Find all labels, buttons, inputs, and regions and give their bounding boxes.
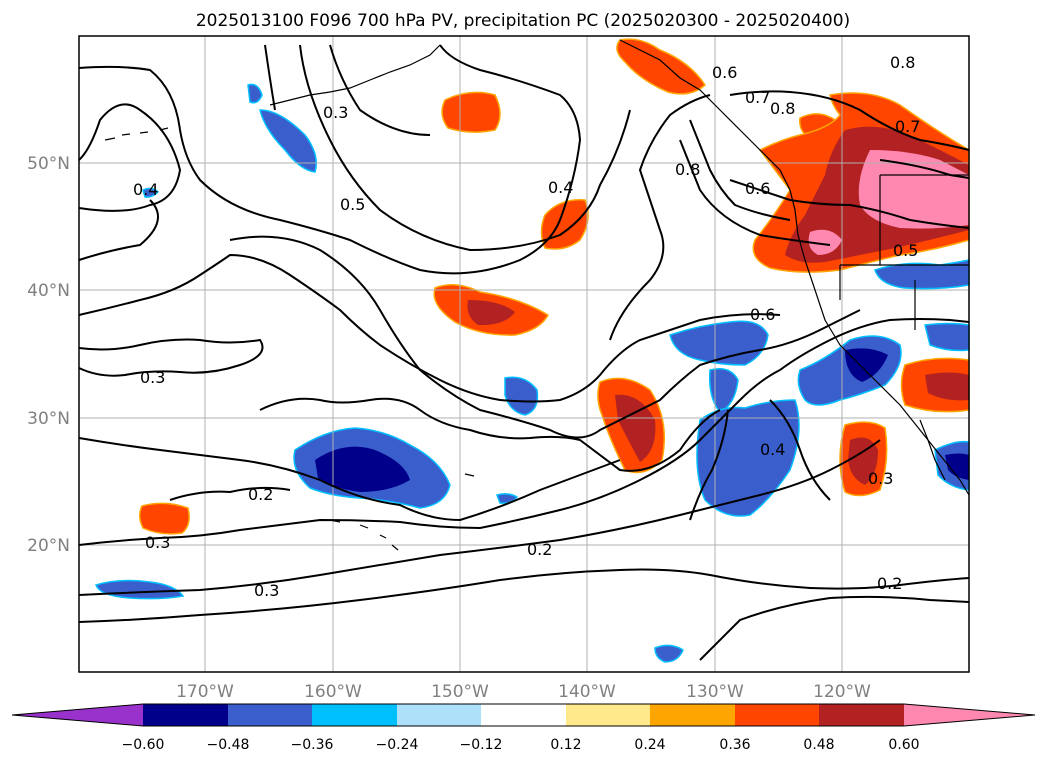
contour-labels: 0.6 0.7 0.8 0.8 0.7 0.8 0.6 0.5 0.4 0.5 … [133, 53, 920, 600]
map-frame [78, 35, 970, 673]
map-panel: 0.6 0.7 0.8 0.8 0.7 0.8 0.6 0.5 0.4 0.5 … [78, 35, 970, 673]
colorbar-segment [143, 704, 228, 726]
contour-label: 0.2 [877, 574, 902, 593]
contour-label: 0.6 [712, 63, 737, 82]
contour-label: 0.4 [133, 180, 158, 199]
lat-labels: 50°N 40°N 30°N 20°N [27, 154, 70, 556]
precip-shading [95, 38, 970, 663]
lon-label: 160°W [304, 682, 362, 702]
lon-label: 140°W [558, 682, 616, 702]
contour-label: 0.7 [895, 117, 920, 136]
colorbar-segment [650, 704, 735, 726]
contour-label: 0.7 [745, 88, 770, 107]
colorbar-extend-high [904, 704, 1035, 726]
colorbar: −0.60 −0.48 −0.36 −0.24 −0.12 0.12 0.24 … [11, 703, 1036, 753]
lat-label: 40°N [27, 281, 70, 301]
colorbar-tick-label: −0.60 [122, 737, 165, 753]
contour-label: 0.3 [145, 533, 170, 552]
colorbar-extend-low [12, 704, 143, 726]
contour-label: 0.6 [750, 305, 775, 324]
colorbar-tick-label: −0.12 [460, 737, 503, 753]
coastlines [104, 39, 970, 551]
contour-label: 0.3 [323, 103, 348, 122]
lon-label: 130°W [686, 682, 744, 702]
contour-label: 0.4 [760, 440, 785, 459]
colorbar-tick-label: 0.36 [719, 737, 750, 753]
colorbar-segment [397, 704, 481, 726]
colorbar-tick-label: −0.36 [291, 737, 334, 753]
colorbar-outline [11, 703, 1036, 727]
lon-label: 120°W [813, 682, 871, 702]
colorbar-tick-label: 0.12 [550, 737, 581, 753]
colorbar-segment [312, 704, 397, 726]
colorbar-tick-label: 0.48 [803, 737, 834, 753]
pv-contours [78, 44, 970, 661]
colorbar-segment [819, 704, 904, 726]
contour-label: 0.4 [548, 178, 573, 197]
colorbar-tick-label: −0.48 [207, 737, 250, 753]
contour-label: 0.3 [140, 368, 165, 387]
colorbar-tick-label: −0.24 [376, 737, 419, 753]
contour-label: 0.3 [254, 581, 279, 600]
colorbar-tick-label: 0.60 [888, 737, 919, 753]
map-gridlines [79, 36, 969, 672]
colorbar-segment [566, 704, 650, 726]
map-title: 2025013100 F096 700 hPa PV, precipitatio… [196, 11, 850, 31]
lon-labels: 170°W 160°W 150°W 140°W 130°W 120°W [176, 682, 871, 702]
lat-label: 30°N [27, 409, 70, 429]
contour-label: 0.8 [770, 99, 795, 118]
lat-label: 50°N [27, 154, 70, 174]
lon-label: 150°W [431, 682, 489, 702]
colorbar-segment [735, 704, 819, 726]
contour-label: 0.2 [248, 485, 273, 504]
contour-label: 0.5 [340, 195, 365, 214]
contour-label: 0.3 [868, 469, 893, 488]
colorbar-segment [228, 704, 312, 726]
contour-label: 0.8 [890, 53, 915, 72]
contour-label: 0.5 [893, 241, 918, 260]
colorbar-segment [481, 704, 566, 726]
contour-label: 0.6 [745, 179, 770, 198]
contour-label: 0.8 [675, 160, 700, 179]
lat-label: 20°N [27, 536, 70, 556]
contour-label: 0.2 [527, 540, 552, 559]
lon-label: 170°W [176, 682, 234, 702]
colorbar-tick-label: 0.24 [634, 737, 665, 753]
